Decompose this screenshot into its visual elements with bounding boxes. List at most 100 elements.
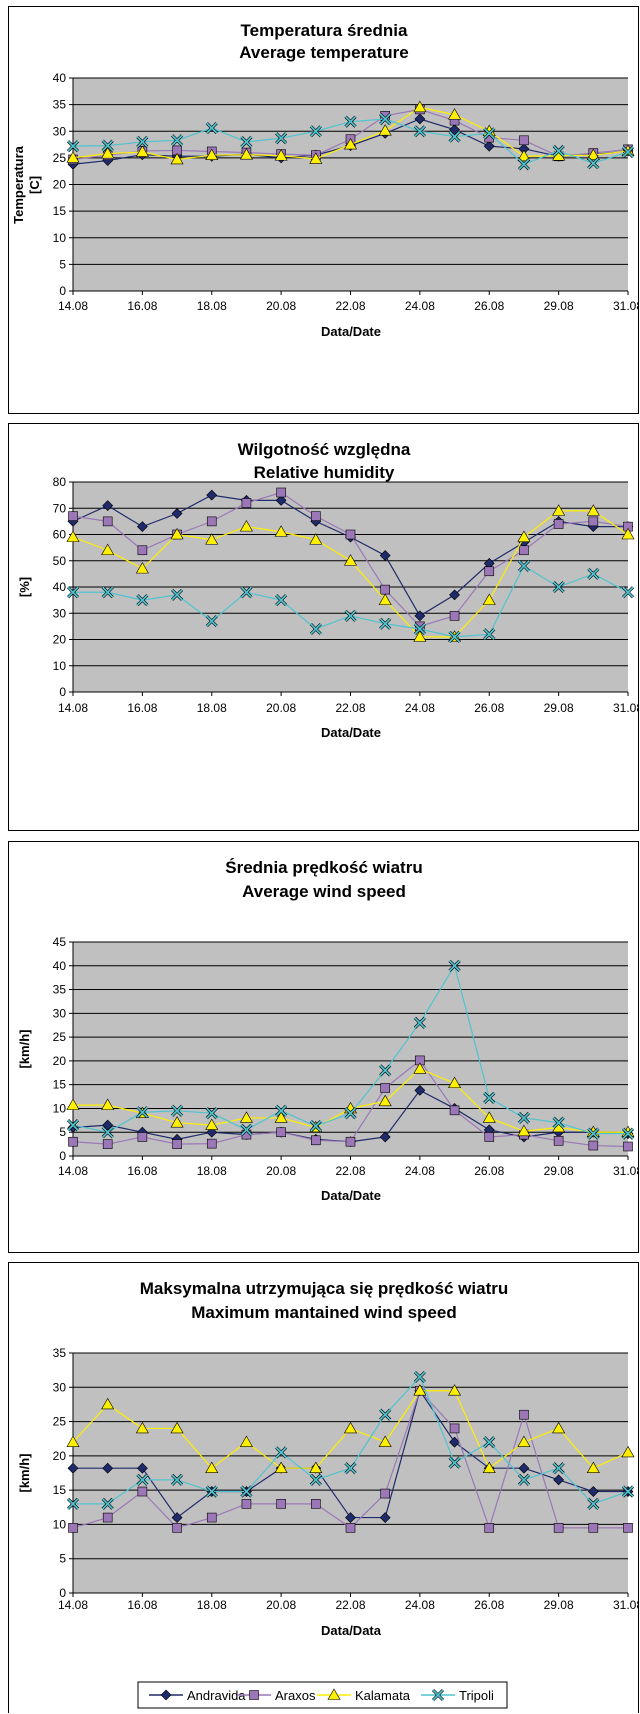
data-point [517,559,530,573]
data-point [448,630,461,643]
data-point [621,527,635,540]
legend-marker [431,1688,445,1702]
data-point [136,1473,149,1486]
data-point [343,137,358,150]
data-point [239,1111,253,1123]
data-point [413,125,426,138]
data-point [379,112,392,126]
data-point [344,1107,357,1120]
x-tick-label: 16.08 [127,299,157,313]
data-point [206,489,218,501]
data-point [449,1105,460,1116]
y-tick-label: 20 [53,633,67,647]
x-tick-label: 24.08 [405,299,435,313]
data-point [345,1523,356,1533]
data-point [101,586,114,599]
data-point [102,1139,113,1149]
data-point [552,580,565,594]
chart-title-line: Średnia prędkość wiatru [225,858,422,877]
y-tick-label: 20 [53,178,67,192]
data-point [517,1124,531,1137]
series-tripoli [66,559,635,643]
data-point [205,148,219,161]
y-tick-label: 25 [53,151,67,165]
chart-title-line: Temperatura średnia [241,21,408,40]
data-point [517,149,531,162]
x-tick-label: 31.08 [613,1164,638,1178]
data-point [205,1107,218,1120]
data-point [378,1094,392,1107]
data-point [172,1139,182,1149]
data-point [205,615,218,628]
data-point [66,140,80,153]
y-tick-label: 5 [59,1125,66,1139]
data-point [101,139,114,152]
y-tick-label: 45 [53,935,67,949]
data-point [413,622,426,636]
data-point [135,562,149,574]
data-point [309,622,322,636]
data-point [102,516,113,527]
x-tick-label: 22.08 [335,299,365,313]
x-tick-label: 24.08 [405,1598,435,1612]
data-point [66,151,80,163]
legend-label: Kalamata [355,1688,411,1703]
x-tick-label: 20.08 [266,1598,296,1612]
y-tick-label: 40 [53,71,67,85]
data-point [345,1512,356,1523]
data-point [378,1435,392,1447]
data-point [274,1111,288,1123]
y-axis-label-line: [km/h] [17,1030,32,1069]
y-tick-label: 30 [53,1380,67,1394]
data-point [311,1499,321,1509]
data-point [553,1523,564,1533]
data-point [66,530,80,542]
data-point [66,1435,80,1447]
data-point [552,1462,565,1475]
y-axis-label: Temperatura[C] [11,145,42,224]
chart-title-line: Maximum mantained wind speed [191,1303,456,1322]
data-point [67,1462,79,1474]
data-point [413,630,427,642]
y-tick-label: 0 [59,1586,66,1600]
data-point [171,134,184,147]
data-point [519,545,529,556]
data-point [309,152,323,164]
data-point [414,610,426,622]
data-point [552,144,565,158]
data-point [101,147,115,159]
data-point [517,530,531,542]
data-point [275,494,287,506]
plot-area [73,1353,628,1593]
data-point [241,1499,252,1509]
y-tick-label: 20 [53,1449,67,1463]
data-point [205,1485,218,1498]
y-tick-label: 30 [53,124,67,138]
data-point [586,1461,600,1473]
y-tick-label: 40 [53,959,67,973]
data-point [206,516,217,527]
data-point [311,1135,321,1146]
data-point [275,1104,288,1117]
series-tripoli [66,959,635,1140]
data-point [68,1136,78,1147]
data-point [449,1436,460,1448]
data-point [483,127,496,140]
x-tick-label: 26.08 [474,1598,504,1612]
data-point [102,1119,114,1131]
y-tick-label: 0 [59,284,66,298]
data-point [413,1062,427,1074]
x-tick-label: 26.08 [474,701,504,715]
data-point [170,527,184,540]
data-point [170,1421,184,1434]
series-tripoli [66,112,635,171]
data-point [483,628,496,641]
x-tick-label: 29.08 [544,1164,574,1178]
data-point [553,1474,565,1486]
x-tick-label: 31.08 [613,1598,638,1612]
data-point [413,1016,426,1029]
x-tick-label: 26.08 [474,1164,504,1178]
data-point [101,1126,114,1139]
data-point [379,1408,392,1421]
chart-panel-max-wind: Maksymalna utrzymująca się prędkość wiat… [8,1262,639,1713]
